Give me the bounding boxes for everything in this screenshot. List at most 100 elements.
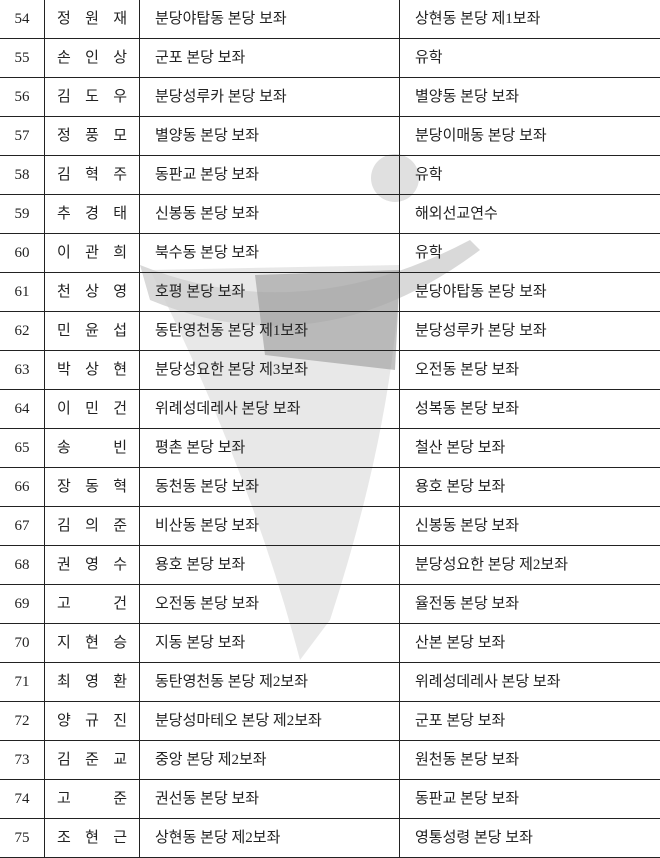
previous-post: 용호 본당 보좌 [140, 546, 400, 584]
row-number: 66 [0, 468, 45, 506]
row-number: 73 [0, 741, 45, 779]
table-row: 57 정 풍 모 별양동 본당 보좌 분당이매동 본당 보좌 [0, 117, 660, 156]
table-row: 66 장 동 혁 동천동 본당 보좌 용호 본당 보좌 [0, 468, 660, 507]
row-number: 57 [0, 117, 45, 155]
row-number: 65 [0, 429, 45, 467]
previous-post: 신봉동 본당 보좌 [140, 195, 400, 233]
row-number: 69 [0, 585, 45, 623]
new-post: 원천동 본당 보좌 [415, 752, 520, 768]
previous-post: 오전동 본당 보좌 [140, 585, 400, 623]
row-number: 74 [0, 780, 45, 818]
new-post: 상현동 본당 제1보좌 [415, 11, 541, 27]
row-number: 59 [0, 195, 45, 233]
table-row: 67 김 의 준 비산동 본당 보좌 신봉동 본당 보좌 [0, 507, 660, 546]
name-text: 추 경 태 [57, 206, 127, 222]
name-text: 최 영 환 [57, 674, 127, 690]
priest-name: 추 경 태 [45, 195, 140, 233]
name-text: 이 관 희 [57, 245, 127, 261]
priest-name: 지 현 승 [45, 624, 140, 662]
previous-post: 동천동 본당 보좌 [140, 468, 400, 506]
row-number: 55 [0, 39, 45, 77]
row-number: 54 [0, 0, 45, 38]
name-text: 김 의 준 [57, 518, 127, 534]
row-number: 70 [0, 624, 45, 662]
priest-name: 양 규 진 [45, 702, 140, 740]
row-number: 64 [0, 390, 45, 428]
priest-name: 박 상 현 [45, 351, 140, 389]
table-row: 63 박 상 현 분당성요한 본당 제3보좌 오전동 본당 보좌 [0, 351, 660, 390]
new-post: 분당성루카 본당 보좌 [415, 323, 547, 339]
previous-post: 분당성루카 본당 보좌 [140, 78, 400, 116]
previous-post: 호평 본당 보좌 [140, 273, 400, 311]
previous-post: 권선동 본당 보좌 [140, 780, 400, 818]
row-number: 62 [0, 312, 45, 350]
name-text: 박 상 현 [57, 362, 127, 378]
new-post: 분당이매동 본당 보좌 [415, 128, 547, 144]
new-post: 분당성요한 본당 제2보좌 [415, 557, 569, 573]
new-post: 유학 [415, 245, 443, 261]
previous-post: 상현동 본당 제2보좌 [140, 819, 400, 857]
new-post: 유학 [415, 50, 443, 66]
row-number: 56 [0, 78, 45, 116]
priest-name: 정 원 재 [45, 0, 140, 38]
row-number: 58 [0, 156, 45, 194]
name-text: 권 영 수 [57, 557, 127, 573]
row-number: 67 [0, 507, 45, 545]
new-post: 해외선교연수 [415, 206, 498, 222]
new-post: 산본 본당 보좌 [415, 635, 506, 651]
name-text: 손 인 상 [57, 50, 127, 66]
name-text: 고 건 [57, 596, 127, 612]
new-post: 오전동 본당 보좌 [415, 362, 520, 378]
previous-post: 지동 본당 보좌 [140, 624, 400, 662]
priest-name: 정 풍 모 [45, 117, 140, 155]
table-row: 73 김 준 교 중앙 본당 제2보좌 원천동 본당 보좌 [0, 741, 660, 780]
previous-post: 동탄영천동 본당 제2보좌 [140, 663, 400, 701]
name-text: 김 준 교 [57, 752, 127, 768]
previous-post: 동탄영천동 본당 제1보좌 [140, 312, 400, 350]
new-post: 위례성데레사 본당 보좌 [415, 674, 561, 690]
new-post: 동판교 본당 보좌 [415, 791, 520, 807]
new-post: 신봉동 본당 보좌 [415, 518, 520, 534]
name-text: 이 민 건 [57, 401, 127, 417]
new-post: 군포 본당 보좌 [415, 713, 506, 729]
previous-post: 평촌 본당 보좌 [140, 429, 400, 467]
priest-name: 김 혁 주 [45, 156, 140, 194]
name-text: 양 규 진 [57, 713, 127, 729]
priest-name: 천 상 영 [45, 273, 140, 311]
table-row: 59 추 경 태 신봉동 본당 보좌 해외선교연수 [0, 195, 660, 234]
name-text: 천 상 영 [57, 284, 127, 300]
previous-post: 별양동 본당 보좌 [140, 117, 400, 155]
table-row: 54 정 원 재 분당야탑동 본당 보좌 상현동 본당 제1보좌 [0, 0, 660, 39]
new-post: 철산 본당 보좌 [415, 440, 506, 456]
row-number: 60 [0, 234, 45, 272]
name-text: 장 동 혁 [57, 479, 127, 495]
priest-name: 조 현 근 [45, 819, 140, 857]
table-row: 62 민 윤 섭 동탄영천동 본당 제1보좌 분당성루카 본당 보좌 [0, 312, 660, 351]
previous-post: 분당성마테오 본당 제2보좌 [140, 702, 400, 740]
priest-name: 손 인 상 [45, 39, 140, 77]
table-row: 71 최 영 환 동탄영천동 본당 제2보좌 위례성데레사 본당 보좌 [0, 663, 660, 702]
priest-name: 최 영 환 [45, 663, 140, 701]
previous-post: 북수동 본당 보좌 [140, 234, 400, 272]
priest-name: 고 준 [45, 780, 140, 818]
priest-name: 고 건 [45, 585, 140, 623]
row-number: 72 [0, 702, 45, 740]
previous-post: 위례성데레사 본당 보좌 [140, 390, 400, 428]
row-number: 71 [0, 663, 45, 701]
previous-post: 비산동 본당 보좌 [140, 507, 400, 545]
priest-name: 김 도 우 [45, 78, 140, 116]
table-row: 60 이 관 희 북수동 본당 보좌 유학 [0, 234, 660, 273]
name-text: 민 윤 섭 [57, 323, 127, 339]
table-row: 75 조 현 근 상현동 본당 제2보좌 영통성령 본당 보좌 [0, 819, 660, 858]
priest-name: 이 관 희 [45, 234, 140, 272]
table-row: 56 김 도 우 분당성루카 본당 보좌 별양동 본당 보좌 [0, 78, 660, 117]
row-number: 61 [0, 273, 45, 311]
row-number: 75 [0, 819, 45, 857]
table-row: 74 고 준 권선동 본당 보좌 동판교 본당 보좌 [0, 780, 660, 819]
priest-name: 권 영 수 [45, 546, 140, 584]
priest-name: 송 빈 [45, 429, 140, 467]
previous-post: 중앙 본당 제2보좌 [140, 741, 400, 779]
priest-name: 이 민 건 [45, 390, 140, 428]
